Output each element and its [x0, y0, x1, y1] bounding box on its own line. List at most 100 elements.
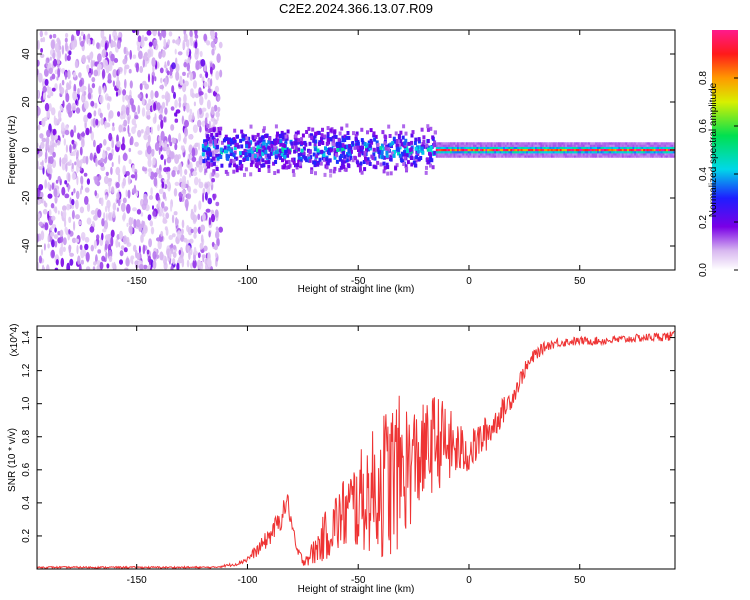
spectrogram-cell	[550, 155, 554, 158]
spectrogram-cell	[433, 140, 437, 145]
spectrogram-cell	[137, 129, 142, 138]
spectrogram-cell	[88, 38, 91, 46]
spectrogram-cell	[100, 197, 104, 207]
spectrogram-cell	[611, 144, 614, 147]
spectrogram-cell	[349, 156, 353, 160]
spectrogram-cell	[465, 142, 469, 145]
spectrogram-cell	[210, 40, 216, 49]
spectrogram-cell	[228, 163, 232, 168]
spectrogram-cell	[559, 146, 563, 149]
spectrogram-cell	[298, 140, 302, 145]
spectrogram-cell	[71, 102, 77, 111]
spectrogram-cell	[100, 117, 104, 126]
spectrogram-cell	[152, 205, 154, 210]
spectrogram-cell	[554, 142, 557, 145]
spectrogram-cell	[602, 144, 605, 147]
spectrogram-cell	[527, 144, 531, 147]
spectrogram-cell	[497, 146, 501, 149]
spectrogram-cell	[444, 148, 448, 152]
spectrogram-cell	[648, 146, 651, 149]
spectrogram-cell	[331, 135, 335, 140]
spectrogram-cell	[173, 244, 177, 250]
spectrogram-cell	[589, 151, 593, 154]
spectrogram-cell	[72, 90, 78, 101]
spectrogram-cell	[582, 144, 586, 147]
spectrogram-cell	[90, 100, 95, 107]
spectrogram-cell	[234, 143, 238, 148]
spectrogram-cell	[214, 32, 218, 37]
spectrogram-cell	[657, 155, 660, 158]
spectrogram-cell	[593, 144, 596, 147]
spectrogram-cell	[235, 164, 239, 169]
spectrogram-cell	[245, 144, 249, 149]
spectrogram-cell	[449, 151, 453, 154]
spectrogram-cell	[614, 148, 618, 152]
spectrogram-cell	[359, 168, 362, 173]
spectrogram-cell	[643, 144, 646, 147]
spectrogram-cell	[574, 146, 577, 149]
spectrogram-cell	[543, 148, 547, 152]
spectrogram-cell	[632, 146, 635, 149]
spectrogram-cell	[664, 144, 667, 147]
spectrogram-cell	[666, 153, 669, 156]
spectrogram-cell	[59, 246, 64, 257]
spectrogram-cell	[71, 210, 75, 220]
spectrogram-cell	[68, 229, 71, 235]
spectrogram-cell	[171, 85, 175, 94]
spectrogram-cell	[481, 153, 485, 156]
spectrogram-cell	[636, 146, 639, 149]
spectrogram-cell	[621, 142, 625, 145]
spectrogram-cell	[183, 94, 187, 104]
spectrogram-cell	[295, 165, 299, 170]
spectrogram-cell	[59, 235, 64, 243]
spectrogram-cell	[103, 175, 109, 185]
spectrogram-cell	[167, 39, 171, 45]
spectrogram-cell	[52, 151, 56, 158]
spectrogram-cell	[207, 129, 211, 133]
spectrogram-cell	[579, 146, 582, 149]
spectrogram-cell	[299, 159, 303, 164]
spectrogram-cell	[117, 173, 121, 184]
snr-series-line	[37, 330, 675, 569]
spectrogram-cell	[449, 144, 453, 147]
spectrogram-cell	[193, 246, 197, 256]
spectrogram-cell	[120, 202, 126, 212]
spectrogram-cell	[579, 142, 582, 145]
spectrogram-cell	[618, 155, 621, 158]
spectrogram-cell	[558, 148, 561, 152]
spectrogram-cell	[490, 155, 494, 158]
spectrogram-cell	[62, 157, 68, 163]
spectrogram-cell	[317, 142, 321, 146]
spectrogram-cell	[407, 141, 411, 146]
spectrogram-cell	[536, 153, 540, 156]
spectrogram-cell	[193, 232, 197, 239]
spectrogram-cell	[390, 151, 394, 156]
spectrogram-cell	[371, 156, 375, 161]
spectrogram-cell	[561, 148, 565, 152]
spectrogram-cell	[542, 148, 545, 152]
spectrogram-cell	[552, 142, 556, 145]
spectrogram-cell	[621, 144, 625, 147]
spectrogram-cell	[527, 155, 531, 158]
spectrogram-cell	[429, 126, 433, 131]
spectrogram-cell	[316, 151, 320, 156]
spectrogram-cell	[117, 68, 120, 76]
spectrogram-cell	[464, 153, 467, 156]
spectrogram-cell	[481, 148, 485, 152]
spectrogram-cell	[659, 144, 662, 147]
spectrogram-cell	[533, 148, 536, 152]
spectrogram-cell	[197, 142, 201, 151]
spectrogram-cell	[524, 144, 527, 147]
spectrogram-cell	[444, 151, 448, 154]
spectrogram-cell	[556, 142, 559, 145]
spectrogram-cell	[400, 142, 404, 147]
spectrogram-cell	[473, 155, 476, 158]
spectrogram-cell	[512, 153, 515, 156]
spectrogram-cell	[186, 72, 189, 78]
spectrogram-cell	[189, 36, 194, 43]
spectrogram-cell	[127, 189, 131, 199]
spectrogram-cell	[547, 151, 550, 154]
spectrogram-cell	[122, 165, 126, 176]
spectrogram-cell	[241, 151, 245, 155]
spectrogram-cell	[345, 123, 349, 128]
